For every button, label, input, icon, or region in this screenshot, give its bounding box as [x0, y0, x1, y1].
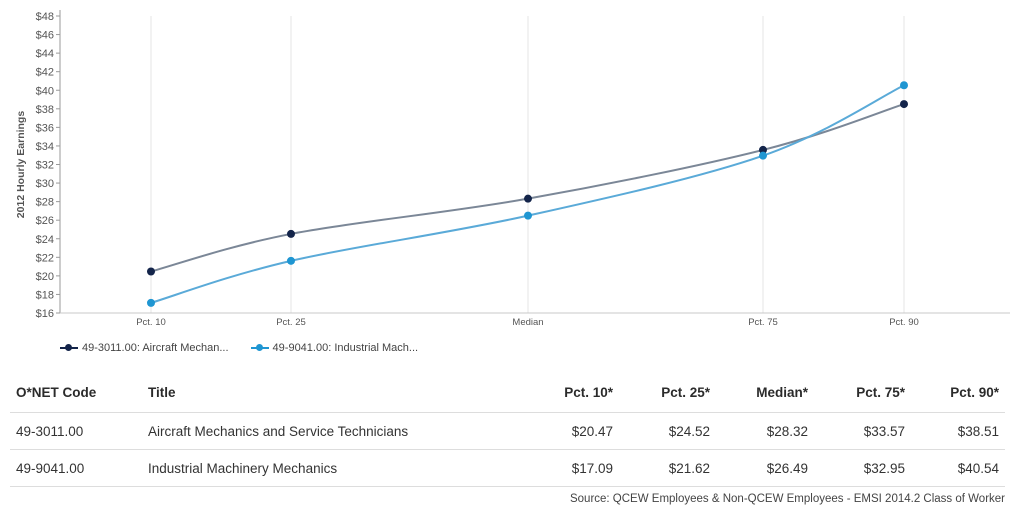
data-point-series-1: [759, 145, 767, 154]
y-tick-label: $24: [36, 234, 54, 246]
y-axis-title: 2012 Hourly Earnings: [15, 111, 27, 219]
y-tick-label: $42: [36, 67, 54, 79]
y-tick-label: $34: [36, 141, 54, 153]
y-tick-label: $36: [36, 122, 54, 134]
y-tick-label: $46: [36, 30, 54, 42]
legend-swatch-industrial-icon: [250, 343, 269, 353]
header-pct-25[interactable]: Pct. 25*: [619, 372, 716, 413]
header-median[interactable]: Median*: [716, 372, 814, 413]
header-pct-90[interactable]: Pct. 90*: [911, 372, 1005, 413]
y-tick-label: $44: [36, 48, 54, 60]
y-tick-label: $30: [36, 178, 54, 190]
cell-median: $26.49: [716, 449, 814, 487]
table-header-row: O*NET Code Title Pct. 10* Pct. 25* Media…: [10, 372, 1005, 413]
y-tick-label: $38: [36, 104, 54, 116]
x-tick-label: Pct. 25: [276, 317, 306, 328]
x-tick-label: Pct. 75: [748, 317, 778, 328]
x-tick-label: Median: [512, 317, 543, 328]
table-row: 49-3011.00 Aircraft Mechanics and Servic…: [10, 412, 1005, 450]
header-title[interactable]: Title: [142, 372, 522, 413]
cell-title: Industrial Machinery Mechanics: [142, 449, 522, 487]
cell-onet-code: 49-9041.00: [10, 449, 142, 487]
data-point-series-2: [759, 151, 767, 160]
cell-title: Aircraft Mechanics and Service Technicia…: [142, 412, 522, 450]
y-tick-label: $26: [36, 215, 54, 227]
data-point-series-2: [147, 298, 155, 307]
header-onet-code[interactable]: O*NET Code: [10, 372, 142, 413]
x-tick-label: Pct. 90: [889, 317, 919, 328]
cell-pct-75: $33.57: [814, 412, 911, 450]
legend-item-aircraft-mechanics[interactable]: 49-3011.00: Aircraft Mechan...: [60, 342, 229, 354]
cell-median: $28.32: [716, 412, 814, 450]
table-row: 49-9041.00 Industrial Machinery Mechanic…: [10, 449, 1005, 487]
cell-pct-90: $38.51: [911, 412, 1005, 450]
data-point-series-1: [287, 229, 295, 238]
y-tick-label: $40: [36, 85, 54, 97]
legend-label-aircraft: 49-3011.00: Aircraft Mechan...: [82, 342, 229, 354]
legend-item-industrial-machinery[interactable]: 49-9041.00: Industrial Mach...: [250, 342, 419, 354]
cell-pct-75: $32.95: [814, 449, 911, 487]
legend-swatch-aircraft-icon: [60, 343, 78, 353]
data-point-series-1: [900, 100, 908, 109]
x-tick-label: Pct. 10: [136, 317, 166, 328]
data-point-series-2: [287, 256, 295, 265]
source-note: Source: QCEW Employees & Non-QCEW Employ…: [569, 493, 1005, 505]
cell-pct-25: $24.52: [619, 412, 716, 450]
cell-onet-code: 49-3011.00: [10, 412, 142, 450]
legend-label-industrial: 49-9041.00: Industrial Mach...: [272, 342, 419, 354]
cell-pct-10: $17.09: [522, 449, 619, 487]
data-point-series-2: [900, 81, 908, 90]
data-point-series-2: [524, 211, 532, 220]
cell-pct-25: $21.62: [619, 449, 716, 487]
chart-legend: 49-3011.00: Aircraft Mechan... 49-9041.0…: [60, 339, 440, 357]
data-point-series-1: [147, 267, 155, 276]
header-pct-10[interactable]: Pct. 10*: [522, 372, 619, 413]
earnings-table: O*NET Code Title Pct. 10* Pct. 25* Media…: [10, 372, 1005, 487]
y-tick-label: $48: [36, 11, 54, 23]
y-tick-label: $28: [36, 197, 54, 209]
y-tick-label: $20: [36, 271, 54, 283]
y-tick-label: $16: [36, 308, 54, 320]
y-tick-label: $22: [36, 252, 54, 264]
header-pct-75[interactable]: Pct. 75*: [814, 372, 911, 413]
y-tick-label: $32: [36, 160, 54, 172]
data-point-series-1: [524, 194, 532, 203]
cell-pct-90: $40.54: [911, 449, 1005, 487]
earnings-line-chart: $16 $18 $20 $22 $24 $26 $28 $30 $32 $34 $36 $38 $40 $…: [15, 10, 1010, 328]
cell-pct-10: $20.47: [522, 412, 619, 450]
y-tick-label: $18: [36, 289, 54, 301]
